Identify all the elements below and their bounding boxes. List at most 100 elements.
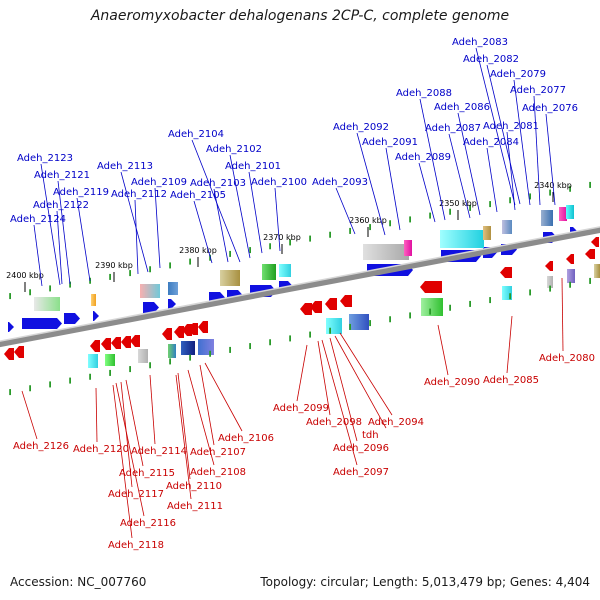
scale-tick: [469, 300, 471, 307]
label-leaders: [21, 47, 564, 539]
lower-leader-line: [199, 364, 215, 446]
lower-leader-line: [339, 332, 393, 416]
upper-leader-line: [335, 187, 356, 235]
scale-tick: [409, 216, 411, 223]
domain-box: [220, 270, 240, 286]
scale-tick: [49, 381, 51, 388]
upper-leader-line: [120, 171, 149, 273]
lower-leader-line: [204, 362, 243, 432]
lower-gene-label: Adeh_2097: [333, 467, 389, 478]
domain-box: [88, 354, 98, 368]
upper-gene-label: Adeh_2089: [395, 152, 451, 163]
lower-leader-line: [329, 337, 358, 442]
upper-leader-line: [229, 154, 251, 259]
lower-gene-label: Adeh_2116: [120, 518, 176, 529]
upper-leader-line: [448, 133, 471, 219]
forward-gene: [143, 302, 159, 313]
upper-gene-label: Adeh_2092: [333, 122, 389, 133]
scale-label: 2350 kbp: [439, 199, 477, 208]
scale-tick: [309, 331, 311, 338]
domain-box: [279, 264, 291, 277]
scale-tick: [69, 377, 71, 384]
domain-box: [559, 207, 567, 221]
reverse-gene: [585, 249, 595, 259]
domain-box: [262, 264, 276, 280]
scale-tick: [29, 385, 31, 392]
reverse-gene: [14, 346, 24, 358]
lower-leader-line: [317, 340, 331, 416]
gene-labels: Adeh_2083 Adeh_2082 Adeh_2079 Adeh_2077 Adeh…: [10, 37, 595, 551]
scale-tick: [329, 231, 331, 238]
domain-box: [138, 349, 148, 363]
upper-leader-line: [533, 95, 541, 206]
scale-tick: [9, 389, 11, 396]
scale-tick: [389, 220, 391, 227]
lower-gene-label: Adeh_2090: [424, 377, 480, 388]
upper-gene-label: Adeh_2079: [490, 69, 546, 80]
scale-tick: [509, 197, 511, 204]
upper-leader-line: [419, 98, 446, 221]
upper-leader-line: [475, 47, 516, 206]
scale-tick: [69, 281, 71, 288]
upper-leader-line: [56, 210, 63, 285]
reverse-gene: [198, 321, 208, 333]
upper-leader-line: [33, 224, 43, 287]
lower-leader-line: [115, 382, 145, 517]
lower-gene-label: Adeh_2080: [539, 353, 595, 364]
domain-box: [547, 276, 553, 288]
lower-gene-label: tdh: [362, 430, 379, 441]
upper-gene-label: Adeh_2076: [522, 103, 578, 114]
upper-gene-label: Adeh_2077: [510, 85, 566, 96]
scale-tick: [509, 293, 511, 300]
scale-label: 2400 kbp: [6, 271, 44, 280]
upper-gene-label: Adeh_2124: [10, 214, 66, 225]
reverse-gene: [101, 338, 111, 350]
reverse-gene: [188, 323, 198, 335]
reverse-gene: [4, 348, 14, 360]
lower-gene-label: Adeh_2111: [167, 501, 223, 512]
domain-box: [541, 210, 553, 226]
lower-leader-line: [334, 335, 387, 429]
upper-leader-line: [486, 147, 498, 213]
scale-tick: [489, 201, 491, 208]
forward-gene: [22, 318, 62, 329]
scale-tick: [269, 339, 271, 346]
scale-tick: [569, 185, 571, 192]
reverse-gene: [566, 254, 574, 264]
scale-tick: [249, 343, 251, 350]
upper-leader-line: [513, 79, 531, 206]
reverse-gene: [182, 324, 192, 336]
forward-gene: [93, 311, 99, 321]
accession-text: Accession: NC_007760: [10, 575, 147, 589]
upper-gene-label: Adeh_2083: [452, 37, 508, 48]
scale-tick: [209, 350, 211, 357]
upper-gene-label: Adeh_2123: [17, 153, 73, 164]
scale-tick: [189, 354, 191, 361]
scale-tick: [289, 239, 291, 246]
domain-box: [326, 318, 342, 334]
lower-gene-label: Adeh_2126: [13, 441, 69, 452]
upper-gene-label: Adeh_2119: [53, 187, 109, 198]
reverse-gene: [121, 336, 131, 348]
scale-tick: [349, 227, 351, 234]
lower-leader-line: [125, 379, 144, 467]
upper-leader-line: [154, 187, 161, 269]
genome-backbone: [0, 226, 600, 348]
scale-label: 2370 kbp: [263, 233, 301, 242]
scale-tick: [269, 243, 271, 250]
lower-leader-line: [177, 372, 191, 480]
upper-gene-label: Adeh_2112: [111, 189, 167, 200]
scale-tick: [449, 304, 451, 311]
lower-gene-label: Adeh_2108: [190, 467, 246, 478]
scale-tick: [449, 208, 451, 215]
scale-tick: [229, 250, 231, 257]
upper-gene-label: Adeh_2100: [251, 177, 307, 188]
upper-gene-label: Adeh_2081: [483, 121, 539, 132]
lower-gene-label: Adeh_2110: [166, 481, 222, 492]
domain-box: [34, 297, 60, 311]
upper-leader-line: [418, 162, 436, 223]
scale-tick: [309, 235, 311, 242]
domain-box: [181, 341, 195, 355]
upper-gene-label: Adeh_2113: [97, 161, 153, 172]
